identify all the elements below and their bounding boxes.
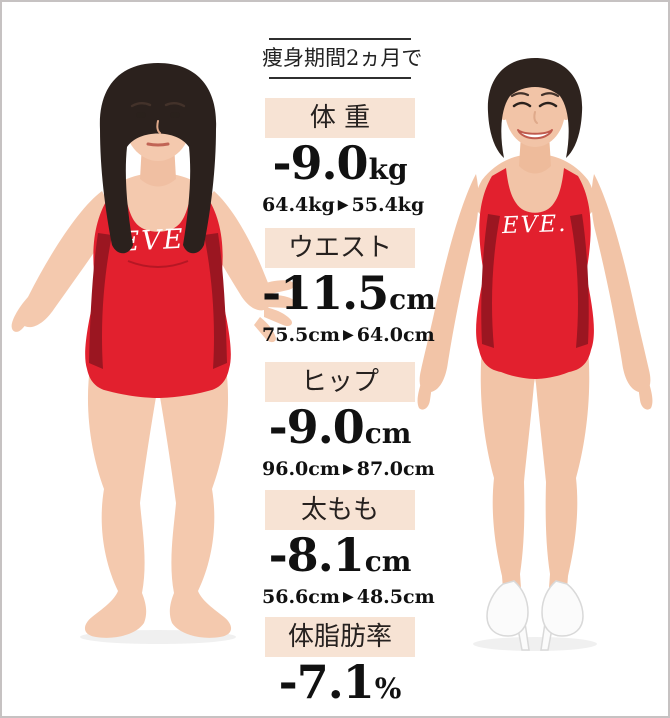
header-rule-bottom <box>269 77 411 79</box>
after-legs <box>480 348 590 602</box>
after-value: 87.0cm <box>356 458 435 480</box>
metric-change: -9.0kg <box>262 138 418 195</box>
after-value: 31.6% <box>348 713 412 717</box>
before-legs <box>84 367 232 638</box>
metric-change: -8.1cm <box>262 530 418 587</box>
arrow-icon: ▶ <box>342 589 354 605</box>
stats-column: 痩身期間2ヵ月で 体 重 -9.0kg 64.4kg ▶ 55.4kg ウエスト -… <box>262 38 436 717</box>
change-value: -11.5 <box>262 266 389 320</box>
after-arms <box>417 174 653 410</box>
change-unit: % <box>374 672 402 705</box>
period-header: 痩身期間2ヵ月で <box>262 38 423 79</box>
after-photo: EVE. <box>417 58 653 651</box>
metric-range: 38.7%▶31.6% <box>262 713 418 717</box>
change-value: -7.1 <box>278 655 375 709</box>
metric-range: 56.6cm ▶ 48.5cm <box>262 586 435 610</box>
change-unit: cm <box>364 417 412 450</box>
change-unit: cm <box>364 545 412 578</box>
before-value: 56.6cm <box>262 586 340 608</box>
metric-range: 75.5cm ▶ 64.0cm <box>262 324 435 348</box>
high-heels <box>486 580 584 651</box>
arrow-icon: ▶ <box>342 327 354 343</box>
swimsuit-side-panel <box>570 214 589 348</box>
metric-change: -7.1% <box>262 657 418 714</box>
metric-body-fat: 体脂肪率 -7.1% 38.7%▶31.6% <box>262 617 418 717</box>
before-value: 75.5cm <box>262 324 340 346</box>
change-value: -8.1 <box>268 528 365 582</box>
red-swimsuit: EVE. <box>476 168 594 379</box>
arrow-icon: ▶ <box>342 461 354 477</box>
swimsuit-side-panel <box>481 214 500 348</box>
after-value: 48.5cm <box>356 586 435 608</box>
arrow-icon: ▶ <box>337 197 349 213</box>
change-unit: kg <box>368 153 408 186</box>
metric-label: ウエスト <box>265 228 415 268</box>
metric-range: 64.4kg ▶ 55.4kg <box>262 194 424 218</box>
metric-label: 体脂肪率 <box>265 617 415 657</box>
metric-change: -11.5cm <box>262 266 436 325</box>
floor-shadow <box>473 637 597 651</box>
before-hair <box>99 63 217 254</box>
period-header-text: 痩身期間2ヵ月で <box>262 46 423 70</box>
before-photo: EVE. <box>11 63 296 644</box>
before-value: 64.4kg <box>262 194 335 216</box>
swimsuit-side-panel <box>89 233 112 369</box>
metric-label: 体 重 <box>265 98 415 138</box>
metric-change: -9.0cm <box>262 402 418 459</box>
before-face-features <box>130 102 186 147</box>
metric-thigh: 太もも -8.1cm 56.6cm ▶ 48.5cm <box>262 490 435 610</box>
after-value: 55.4kg <box>351 194 425 216</box>
before-value: 96.0cm <box>262 458 340 480</box>
metric-label: 太もも <box>265 490 415 530</box>
change-unit: cm <box>389 283 436 316</box>
after-face-features <box>510 92 560 140</box>
metric-label: ヒップ <box>265 362 415 402</box>
swimsuit-side-panel <box>204 233 227 369</box>
metric-range: 96.0cm ▶ 87.0cm <box>262 458 435 482</box>
metric-waist: ウエスト -11.5cm 75.5cm ▶ 64.0cm <box>262 228 436 348</box>
header-rule-top <box>269 38 411 40</box>
before-value: 38.7% <box>267 713 331 717</box>
after-value: 64.0cm <box>356 324 435 346</box>
after-hair <box>487 58 583 158</box>
swimsuit-logo-text: EVE. <box>501 211 568 239</box>
change-value: -9.0 <box>268 400 365 454</box>
change-value: -9.0 <box>272 136 368 190</box>
metric-hip: ヒップ -9.0cm 96.0cm ▶ 87.0cm <box>262 362 435 482</box>
metric-weight: 体 重 -9.0kg 64.4kg ▶ 55.4kg <box>262 98 424 218</box>
